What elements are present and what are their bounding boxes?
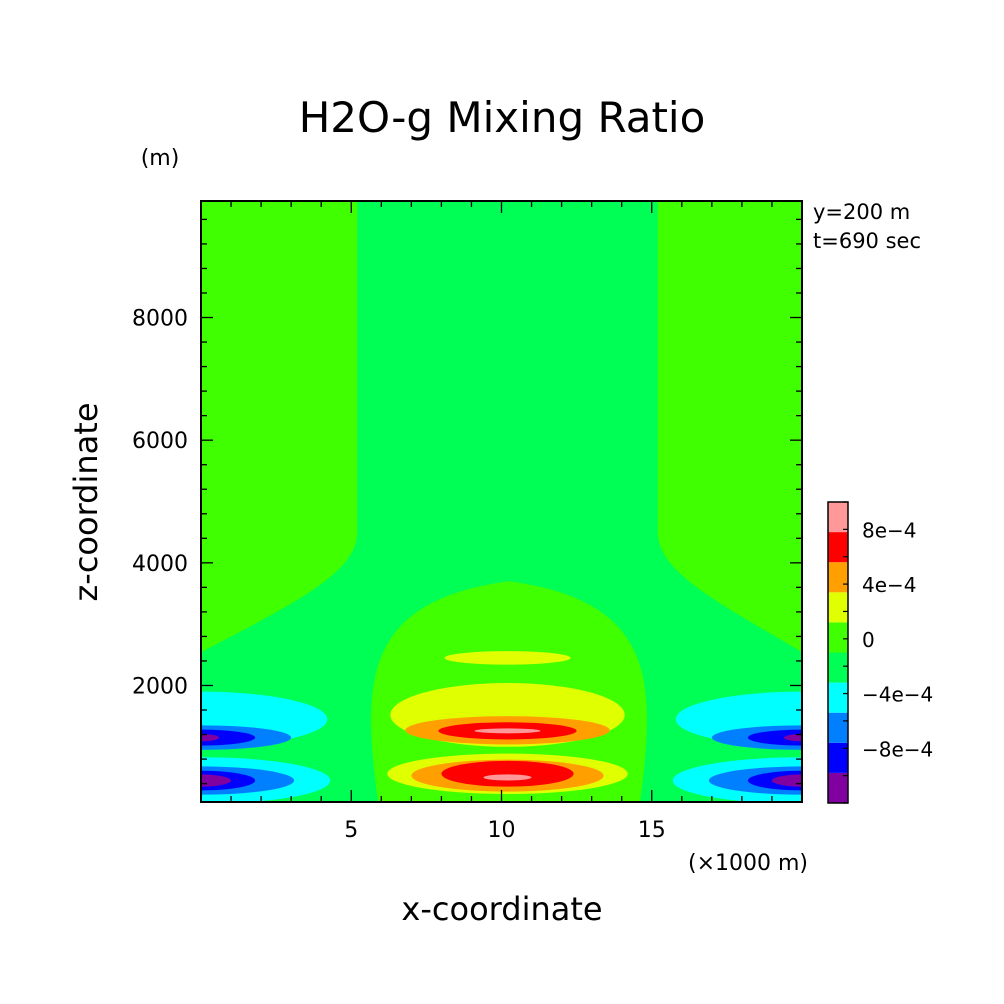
contour-region-low-red [441, 760, 574, 787]
colorbar-label: 8e−4 [862, 518, 917, 542]
y-unit-label: (m) [141, 146, 180, 171]
colorbar-swatch [828, 772, 848, 803]
colorbar-frame [827, 501, 849, 804]
contour-region-left-blue-upper [201, 729, 256, 746]
colorbar-swatch [828, 592, 848, 623]
colorbar-swatch [828, 682, 848, 713]
colorbar-label: −4e−4 [862, 683, 933, 707]
colorbar-swatch [828, 652, 848, 683]
colorbar-label: 0 [862, 628, 875, 652]
y-tick-label: 8000 [132, 307, 188, 332]
x-tick-label: 5 [344, 818, 358, 843]
x-tick-label: 15 [638, 818, 666, 843]
contour-region-right-blue-upper [747, 729, 802, 746]
contour-region-right-purple-upper [783, 733, 802, 742]
annotation-t: t=690 sec [813, 229, 921, 253]
annotation-y: y=200 m [813, 200, 910, 224]
colorbar: 8e−4 4e−4 0 −4e−4 −8e−4 [827, 501, 933, 804]
y-tick-label: 4000 [132, 552, 188, 577]
colorbar-swatch [828, 742, 848, 773]
contour-region-left-purple-lower [201, 774, 232, 787]
y-axis-label: z-coordinate [67, 402, 105, 601]
y-tick-label: 2000 [132, 674, 188, 699]
x-axis-label: x-coordinate [401, 890, 602, 928]
x-tick-label: 10 [488, 818, 516, 843]
colorbar-label: 4e−4 [862, 573, 917, 597]
plot-area [200, 200, 803, 803]
colorbar-swatch [828, 622, 848, 653]
contour-region-mid-pink [474, 728, 541, 734]
plot-frame [200, 200, 803, 803]
colorbar-swatch [828, 502, 848, 533]
x-unit-label: (×1000 m) [688, 851, 808, 876]
chart-title: H2O-g Mixing Ratio [299, 93, 706, 142]
contour-region-central-column [201, 201, 802, 802]
colorbar-swatch [828, 562, 848, 593]
contour-region-left-purple-upper [201, 733, 220, 742]
colorbar-label: −8e−4 [862, 737, 933, 761]
y-tick-label: 6000 [132, 429, 188, 454]
colorbar-swatch [828, 712, 848, 743]
contour-region-upper-warm-band [444, 651, 571, 665]
colorbar-swatch [828, 532, 848, 563]
contour-region-low-pink [483, 774, 532, 781]
contour-region-right-purple-lower [771, 774, 802, 787]
